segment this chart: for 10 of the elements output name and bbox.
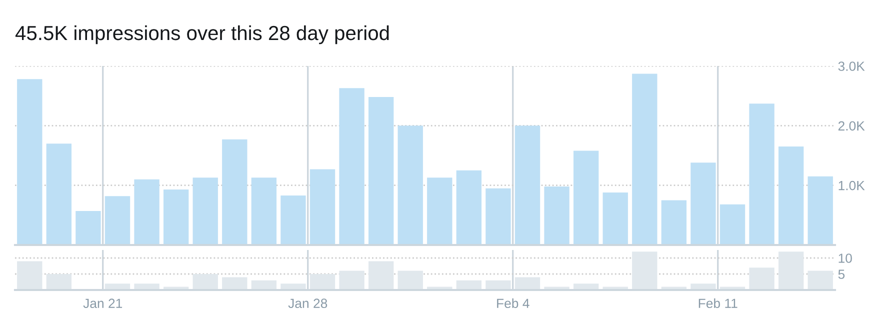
chart-title: 45.5K impressions over this 28 day period — [15, 25, 389, 44]
x-tick-label: Jan 21 — [83, 298, 122, 308]
y-tick-label: 2.0K — [838, 121, 865, 131]
x-tick-label: Feb 4 — [497, 298, 530, 308]
y-tick-label: 5 — [838, 270, 845, 279]
y-tick-label: 10 — [838, 254, 852, 263]
x-tick-label: Jan 28 — [288, 298, 328, 308]
y-tick-label: 1.0K — [838, 180, 865, 190]
x-tick-label: Feb 11 — [698, 298, 738, 308]
y-tick-label: 3.0K — [838, 62, 865, 71]
